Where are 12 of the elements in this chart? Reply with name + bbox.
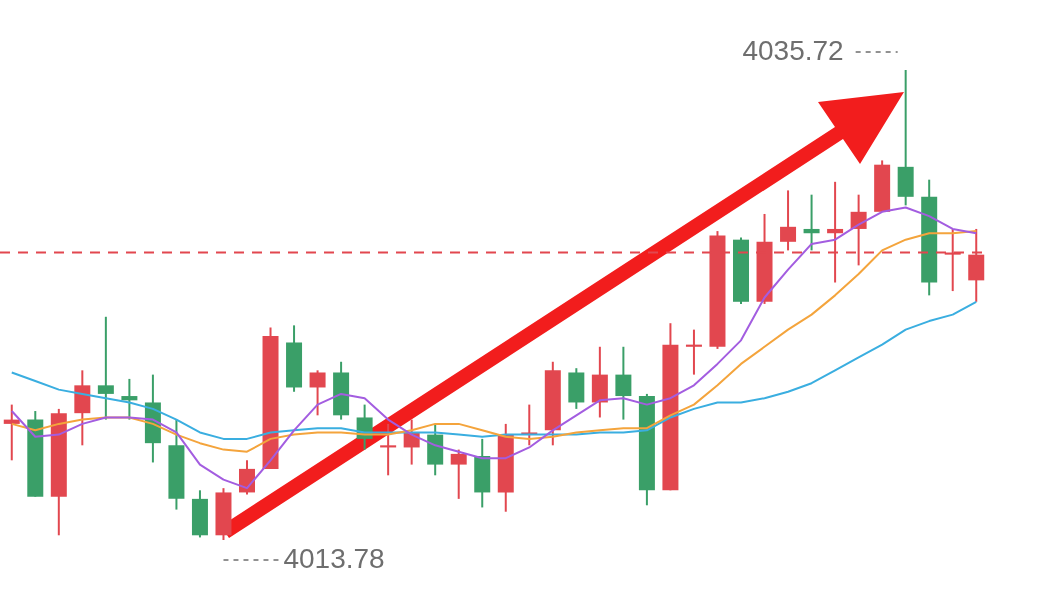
text: 4035.72: [742, 34, 844, 66]
candlestick: [97, 315, 114, 421]
text: 4013.78: [283, 542, 385, 574]
candlestick: [803, 193, 820, 252]
candlestick: [309, 369, 326, 417]
candlestick: [450, 448, 467, 500]
candlestick: [615, 345, 632, 421]
candlestick: [780, 189, 797, 252]
candlestick: [521, 403, 538, 447]
candlestick: [121, 377, 138, 421]
candlestick: [685, 328, 702, 376]
candlestick: [380, 422, 397, 477]
